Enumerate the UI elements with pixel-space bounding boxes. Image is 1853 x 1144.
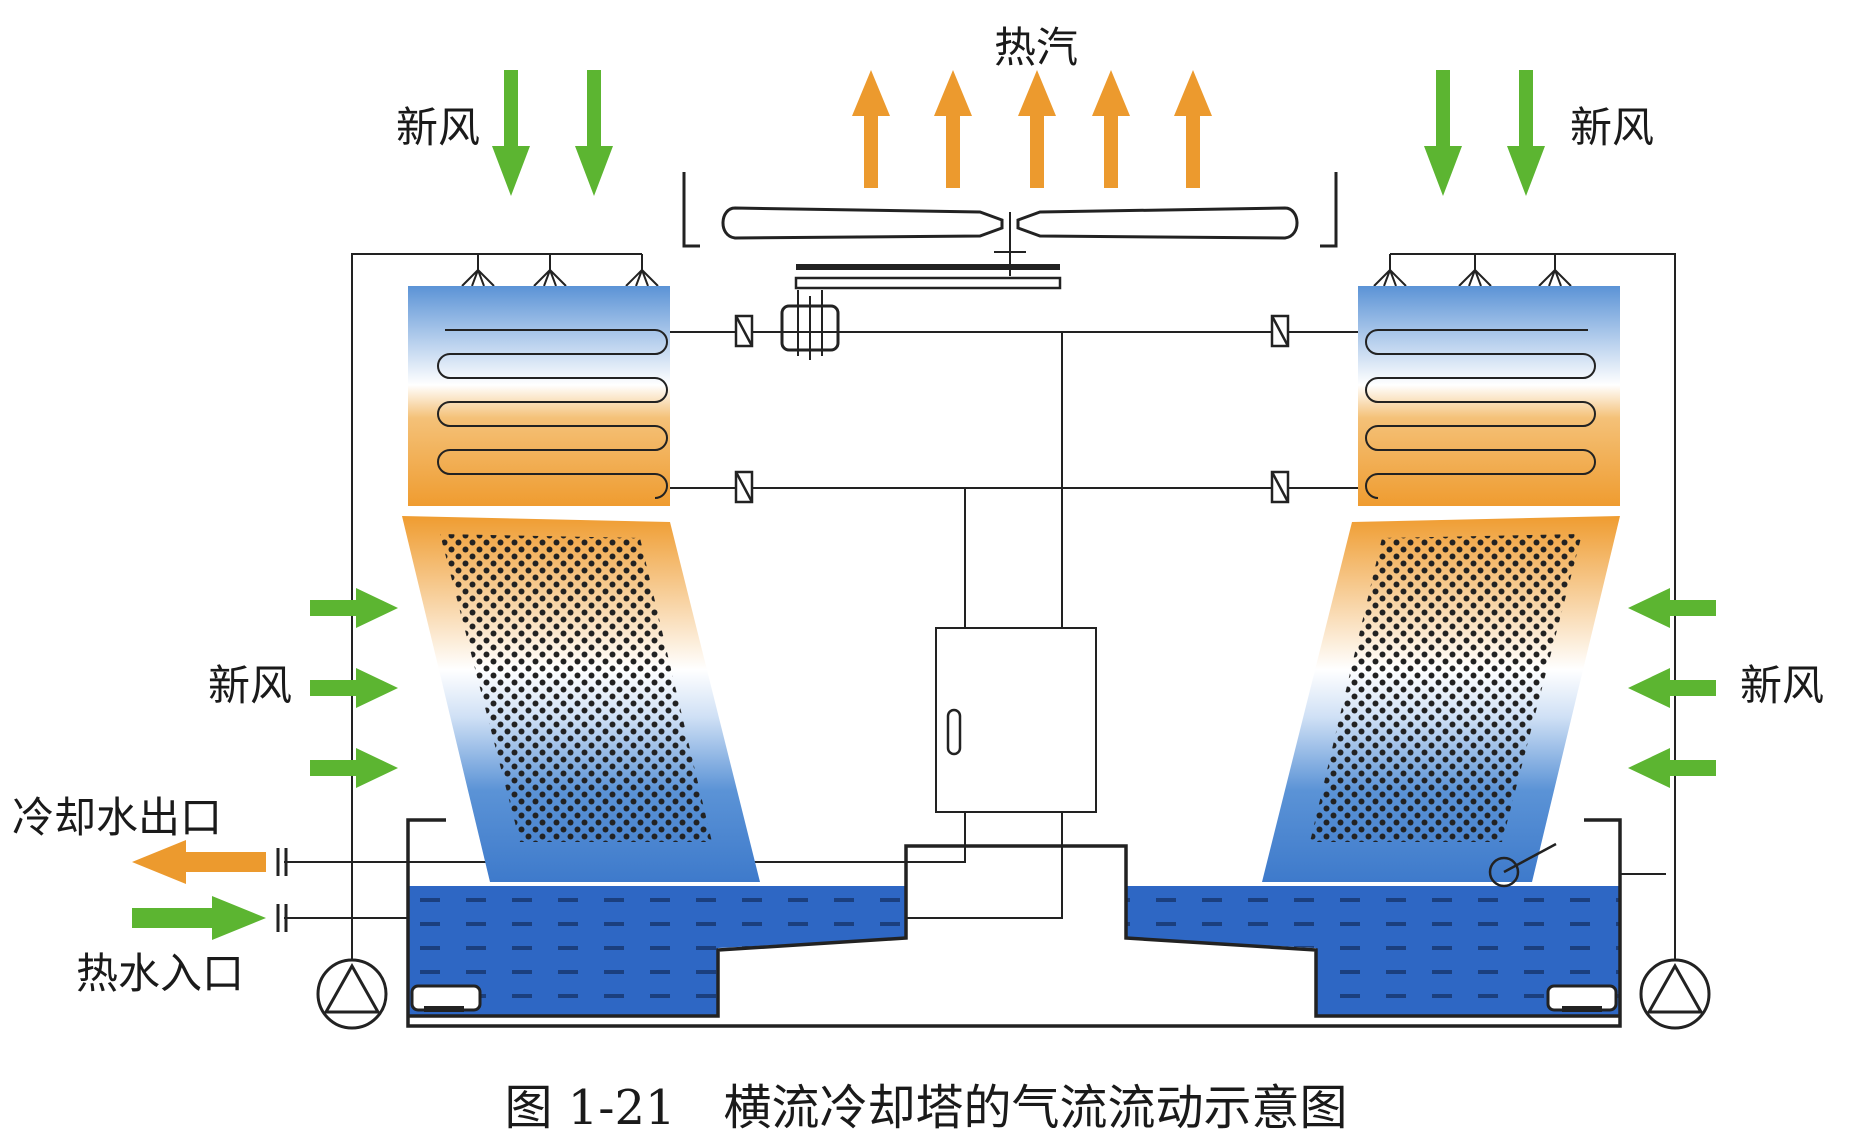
fresh-air-label-top-right: 新风 (1570, 103, 1654, 152)
valve-icon (734, 314, 1290, 504)
cooling-water-outlet-label: 冷却水出口 (12, 793, 222, 842)
fresh-air-label-side-right: 新风 (1740, 661, 1824, 710)
fan-icon (721, 206, 1299, 276)
hot-vapor-arrows (852, 70, 1212, 188)
fresh-air-arrows-top-left (492, 70, 613, 196)
float-valve-icon (1488, 842, 1666, 888)
figure-caption: 图 1-21 横流冷却塔的气流流动示意图 (504, 1080, 1347, 1136)
fill-media-right (1262, 516, 1620, 882)
strainer-right (1546, 984, 1618, 1012)
fresh-air-label-top-left: 新风 (396, 103, 480, 152)
hot-vapor-label: 热汽 (994, 23, 1078, 72)
pump-icon (1639, 958, 1711, 1030)
pipe-flanges (276, 848, 288, 932)
fresh-air-arrows-side-right (1628, 588, 1716, 788)
motor-icon (780, 290, 840, 360)
fresh-air-label-side-left: 新风 (208, 661, 292, 710)
cooling-water-outlet-arrow (132, 840, 266, 884)
hot-water-inlet-label: 热水入口 (76, 949, 244, 998)
hot-water-inlet-arrow (132, 896, 266, 940)
strainer-left (410, 984, 482, 1012)
fresh-air-arrows-top-right (1424, 70, 1545, 196)
pump-icon (316, 958, 388, 1030)
spray-nozzles (461, 269, 1572, 287)
fresh-air-arrows-side-left (310, 588, 398, 788)
coil-section-left (408, 286, 670, 506)
fan-stack (682, 172, 1338, 248)
control-cabinet (935, 627, 1097, 813)
fan-drive-belt (794, 264, 1062, 290)
fill-media-left (402, 516, 760, 882)
coil-section-right (1358, 286, 1620, 506)
water-basin (406, 818, 1622, 1028)
